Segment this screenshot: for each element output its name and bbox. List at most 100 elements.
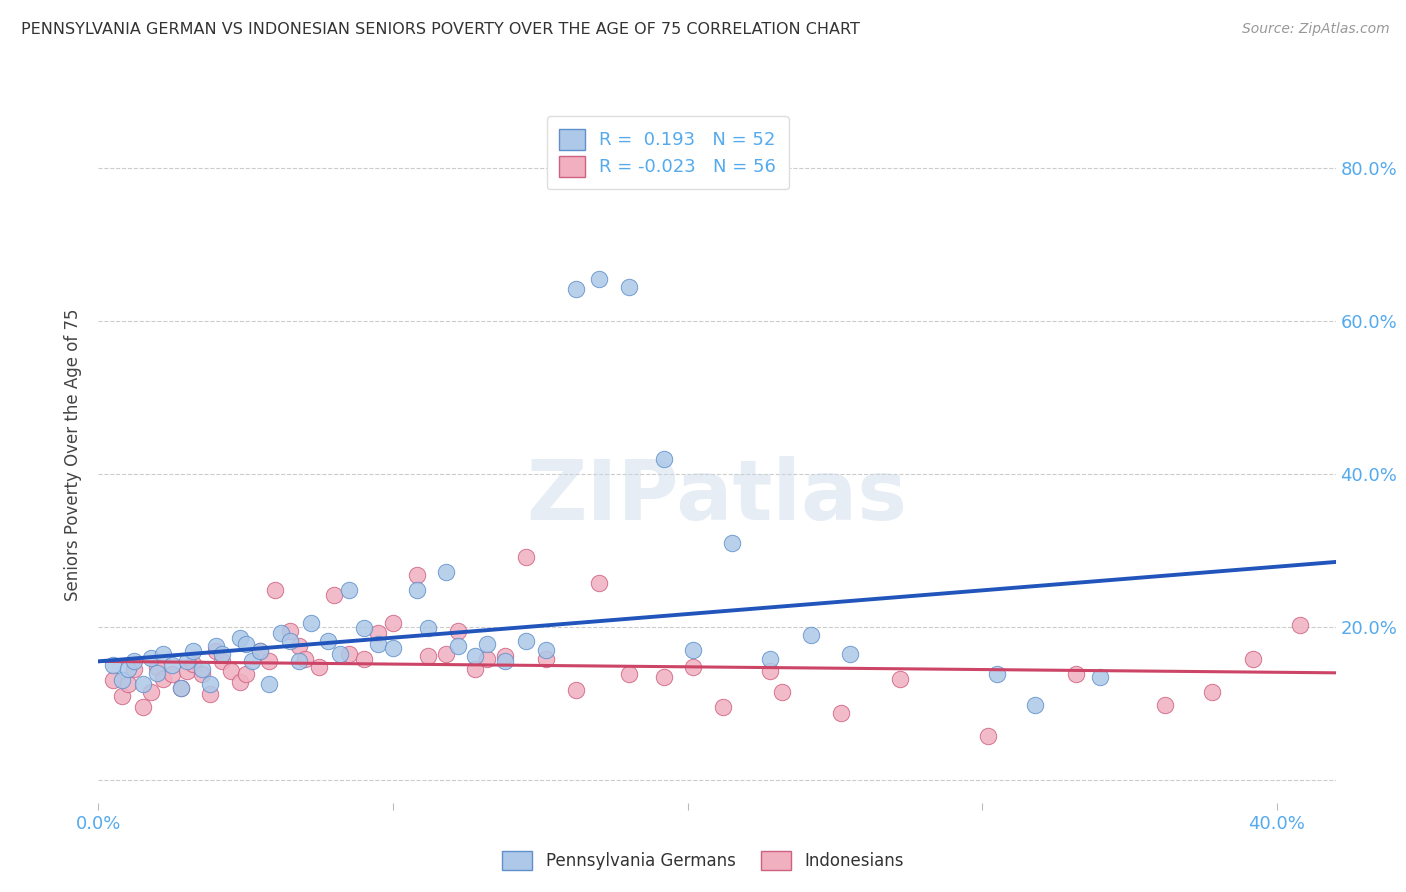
Point	[219, 665, 242, 679]
Point	[1024, 698, 1046, 712]
Point	[1153, 698, 1175, 712]
Point	[1241, 652, 1264, 666]
Point	[477, 652, 499, 666]
Point	[617, 667, 640, 681]
Legend: Pennsylvania Germans, Indonesians: Pennsylvania Germans, Indonesians	[496, 844, 910, 877]
Point	[170, 681, 193, 695]
Point	[564, 682, 586, 697]
Point	[405, 568, 427, 582]
Point	[617, 279, 640, 293]
Point	[720, 536, 742, 550]
Y-axis label: Seniors Poverty Over the Age of 75: Seniors Poverty Over the Age of 75	[65, 309, 83, 601]
Point	[323, 588, 346, 602]
Point	[211, 647, 233, 661]
Point	[838, 647, 860, 661]
Point	[588, 575, 610, 590]
Point	[264, 583, 287, 598]
Point	[146, 659, 169, 673]
Point	[170, 681, 193, 695]
Point	[337, 583, 360, 598]
Point	[418, 648, 440, 663]
Point	[200, 687, 222, 701]
Point	[176, 654, 198, 668]
Point	[141, 685, 163, 699]
Point	[287, 639, 309, 653]
Point	[190, 667, 212, 681]
Point	[759, 665, 782, 679]
Point	[447, 639, 470, 653]
Point	[122, 654, 145, 668]
Point	[287, 654, 309, 668]
Point	[259, 654, 281, 668]
Point	[249, 644, 271, 658]
Point	[405, 583, 427, 598]
Point	[830, 706, 852, 720]
Point	[229, 675, 252, 690]
Point	[534, 643, 557, 657]
Point	[1289, 618, 1312, 632]
Point	[205, 644, 228, 658]
Point	[111, 673, 134, 688]
Point	[986, 667, 1008, 681]
Point	[249, 644, 271, 658]
Point	[160, 658, 183, 673]
Point	[652, 670, 675, 684]
Point	[353, 622, 375, 636]
Point	[588, 272, 610, 286]
Point	[337, 647, 360, 661]
Point	[367, 626, 389, 640]
Point	[418, 622, 440, 636]
Point	[759, 652, 782, 666]
Point	[382, 616, 405, 631]
Legend: R =  0.193   N = 52, R = -0.023   N = 56: R = 0.193 N = 52, R = -0.023 N = 56	[547, 116, 789, 189]
Point	[770, 685, 793, 699]
Point	[494, 654, 516, 668]
Point	[152, 647, 174, 661]
Point	[152, 672, 174, 686]
Point	[278, 624, 301, 638]
Point	[131, 677, 153, 691]
Point	[353, 652, 375, 666]
Point	[434, 647, 457, 661]
Point	[235, 637, 257, 651]
Point	[1201, 685, 1223, 699]
Point	[494, 648, 516, 663]
Point	[235, 667, 257, 681]
Point	[146, 665, 169, 680]
Point	[229, 632, 252, 646]
Text: ZIPatlas: ZIPatlas	[527, 456, 907, 537]
Point	[211, 654, 233, 668]
Text: Source: ZipAtlas.com: Source: ZipAtlas.com	[1241, 22, 1389, 37]
Point	[800, 627, 823, 641]
Point	[464, 662, 486, 676]
Point	[240, 654, 263, 668]
Point	[205, 639, 228, 653]
Point	[515, 633, 537, 648]
Point	[259, 677, 281, 691]
Point	[200, 677, 222, 691]
Point	[131, 700, 153, 714]
Point	[367, 637, 389, 651]
Point	[464, 648, 486, 663]
Point	[977, 729, 1000, 743]
Point	[711, 700, 734, 714]
Point	[181, 657, 204, 671]
Point	[382, 641, 405, 656]
Point	[652, 451, 675, 466]
Point	[122, 662, 145, 676]
Point	[160, 667, 183, 681]
Point	[515, 549, 537, 564]
Point	[1066, 667, 1088, 681]
Point	[294, 652, 316, 666]
Point	[1088, 670, 1111, 684]
Point	[141, 650, 163, 665]
Point	[117, 662, 139, 676]
Point	[682, 643, 704, 657]
Point	[278, 633, 301, 648]
Point	[682, 659, 704, 673]
Point	[190, 662, 212, 676]
Point	[447, 624, 470, 638]
Point	[299, 616, 322, 631]
Point	[329, 647, 352, 661]
Point	[564, 282, 586, 296]
